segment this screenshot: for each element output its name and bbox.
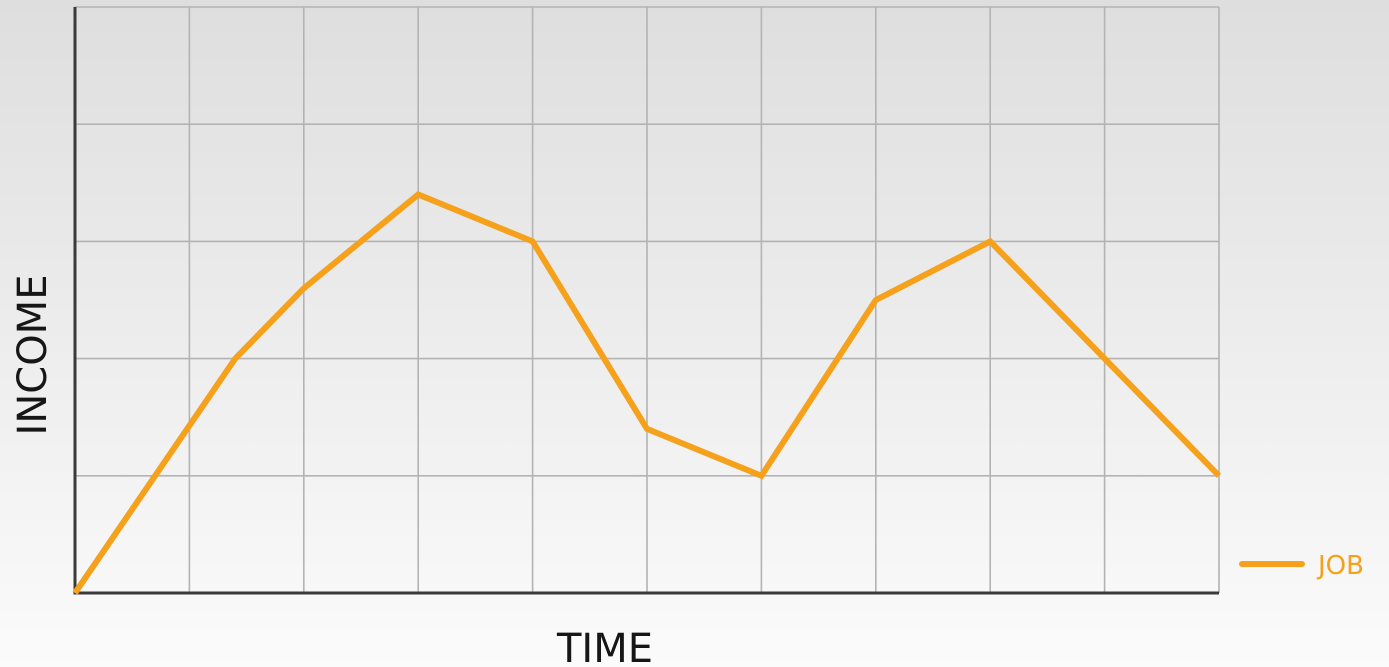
x-axis-title: TIME [556, 626, 653, 667]
legend-label-job: JOB [1316, 551, 1364, 581]
legend: JOB [1242, 551, 1364, 581]
y-axis-title: INCOME [10, 275, 56, 436]
